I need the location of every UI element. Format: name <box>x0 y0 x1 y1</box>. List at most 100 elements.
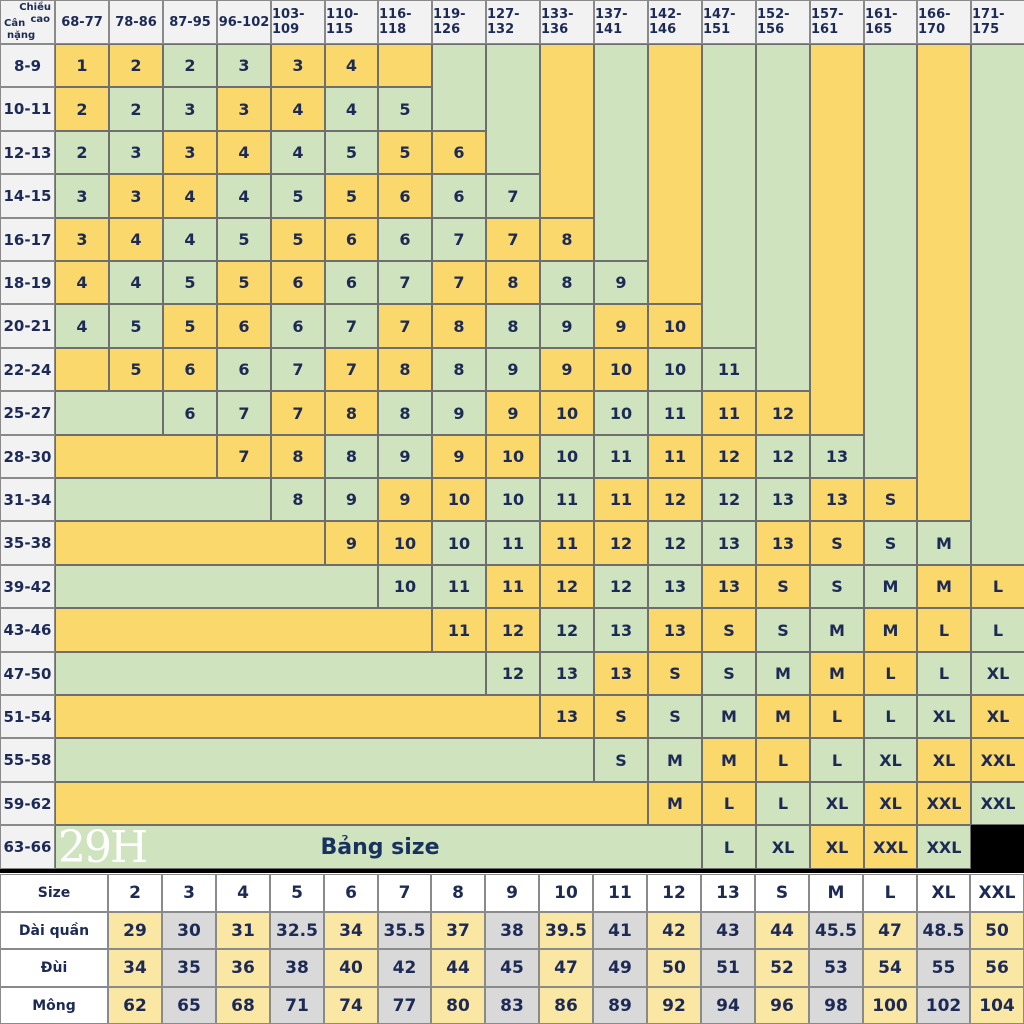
measure-value: 83 <box>485 987 539 1024</box>
size-cell: 12 <box>594 521 648 565</box>
size-cell: 4 <box>163 174 217 218</box>
height-header: 127-132 <box>486 0 540 44</box>
size-cell: 11 <box>486 521 540 565</box>
size-cell: 9 <box>432 435 486 478</box>
size-cell: 10 <box>540 435 594 478</box>
size-cell: XL <box>810 825 864 869</box>
measure-value: 30 <box>162 912 216 949</box>
measure-value: 31 <box>216 912 270 949</box>
filler-bar <box>55 695 540 738</box>
size-cell: 8 <box>432 348 486 391</box>
weight-header: 35-38 <box>0 521 55 565</box>
size-cell: 8 <box>271 435 325 478</box>
weight-header: 22-24 <box>0 348 55 391</box>
size-cell: 7 <box>432 261 486 304</box>
size-cell: 5 <box>109 348 163 391</box>
height-header: 110-115 <box>325 0 378 44</box>
size-cell: 8 <box>325 435 378 478</box>
measure-value: 77 <box>378 987 431 1024</box>
measure-value: 44 <box>755 912 809 949</box>
size-cell: 11 <box>594 435 648 478</box>
measure-value: 52 <box>755 949 809 987</box>
size-cell: 13 <box>702 521 756 565</box>
weight-header: 28-30 <box>0 435 55 478</box>
size-cell: 8 <box>378 348 432 391</box>
filler-bar <box>378 44 432 87</box>
size-cell: 9 <box>325 521 378 565</box>
weight-header: 10-11 <box>0 87 55 131</box>
size-cell: 13 <box>540 695 594 738</box>
size-cell: 10 <box>378 565 432 608</box>
measure-value: 74 <box>324 987 378 1024</box>
size-cell: 12 <box>756 391 810 435</box>
measure-size-header: 12 <box>647 874 701 912</box>
size-cell: L <box>971 565 1024 608</box>
size-cell: 5 <box>378 87 432 131</box>
size-cell: M <box>810 608 864 652</box>
size-cell: 6 <box>271 304 325 348</box>
size-cell: L <box>917 652 971 695</box>
size-cell: M <box>810 652 864 695</box>
size-cell: 7 <box>217 391 271 435</box>
filler-bar <box>702 44 756 348</box>
measure-value: 100 <box>863 987 917 1024</box>
measure-size-header: XL <box>917 874 970 912</box>
weight-header: 31-34 <box>0 478 55 521</box>
size-cell: 11 <box>702 348 756 391</box>
weight-header: 25-27 <box>0 391 55 435</box>
size-cell: 6 <box>217 348 271 391</box>
measure-value: 34 <box>108 949 162 987</box>
row-axis-label-part1: Cân <box>4 18 26 29</box>
filler-bar <box>486 44 540 174</box>
size-cell: 10 <box>648 348 702 391</box>
size-cell: 4 <box>325 87 378 131</box>
size-cell: XXL <box>971 738 1024 782</box>
measure-value: 36 <box>216 949 270 987</box>
height-header: 142-146 <box>648 0 702 44</box>
weight-header: 51-54 <box>0 695 55 738</box>
size-cell: 12 <box>540 608 594 652</box>
measure-size-header: 3 <box>162 874 216 912</box>
weight-header: 18-19 <box>0 261 55 304</box>
weight-header: 12-13 <box>0 131 55 174</box>
size-cell: XXL <box>917 825 971 869</box>
size-cell: 12 <box>486 608 540 652</box>
size-cell: 9 <box>325 478 378 521</box>
measure-value: 80 <box>431 987 485 1024</box>
size-cell: 11 <box>540 521 594 565</box>
size-cell: 6 <box>432 131 486 174</box>
size-cell: 3 <box>55 218 109 261</box>
size-cell: 1 <box>55 44 109 87</box>
size-cell: 5 <box>325 174 378 218</box>
measure-size-header: 10 <box>539 874 593 912</box>
empty-corner-cell <box>971 825 1024 869</box>
size-cell: S <box>756 608 810 652</box>
size-cell: 9 <box>594 304 648 348</box>
size-cell: 11 <box>432 608 486 652</box>
size-cell: 8 <box>325 391 378 435</box>
measure-value: 48.5 <box>917 912 970 949</box>
size-cell: M <box>756 695 810 738</box>
size-cell: M <box>864 608 917 652</box>
filler-bar <box>594 44 648 261</box>
size-cell: S <box>864 521 917 565</box>
size-cell: L <box>864 695 917 738</box>
size-cell: 7 <box>271 391 325 435</box>
size-cell: 5 <box>271 174 325 218</box>
filler-bar <box>648 44 702 304</box>
size-cell: 13 <box>756 478 810 521</box>
filler-bar <box>55 608 432 652</box>
size-cell: 6 <box>325 261 378 304</box>
height-header: 161-165 <box>864 0 917 44</box>
size-cell: S <box>702 652 756 695</box>
measure-value: 94 <box>701 987 755 1024</box>
size-cell: 12 <box>756 435 810 478</box>
size-cell: XXL <box>971 782 1024 825</box>
size-cell: L <box>917 608 971 652</box>
size-cell: 2 <box>163 44 217 87</box>
size-cell: 10 <box>648 304 702 348</box>
row-axis-label-part2: nặng <box>7 30 36 41</box>
measure-value: 42 <box>378 949 431 987</box>
filler-bar <box>55 738 594 782</box>
size-cell: 4 <box>109 218 163 261</box>
